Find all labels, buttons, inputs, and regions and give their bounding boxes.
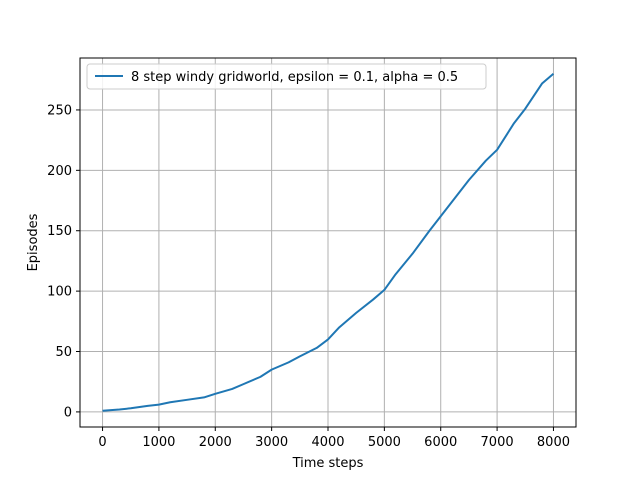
y-tick-label: 50 [55, 345, 72, 360]
series-layer [102, 72, 555, 412]
x-tick-label: 0 [98, 435, 106, 450]
x-tick-label: 1000 [142, 435, 175, 450]
y-axis-label: Episodes [26, 213, 41, 271]
x-tick-label: 6000 [424, 435, 457, 450]
y-tick-label: 100 [47, 285, 72, 300]
y-tick-label: 0 [64, 405, 72, 420]
legend-box [86, 63, 487, 90]
legend-entry: 8 step windy gridworld, epsilon = 0.1, a… [131, 70, 458, 85]
x-tick-label: 7000 [481, 435, 514, 450]
y-tick-label: 150 [47, 224, 72, 239]
x-tick-label: 3000 [255, 435, 288, 450]
x-axis-label: Time steps [292, 456, 364, 471]
x-tick-label: 5000 [368, 435, 401, 450]
series-line [102, 72, 555, 412]
legend: 8 step windy gridworld, epsilon = 0.1, a… [86, 63, 487, 90]
x-tick-label: 8000 [537, 435, 570, 450]
y-tick-label: 200 [47, 164, 72, 179]
axis-ticks: 0 1000 2000 3000 4000 5000 6000 7000 8000 0 50 100 1… [47, 103, 570, 450]
x-tick-label: 2000 [199, 435, 232, 450]
x-tick-label: 4000 [311, 435, 344, 450]
grid-lines [80, 58, 576, 427]
y-tick-label: 250 [47, 103, 72, 118]
